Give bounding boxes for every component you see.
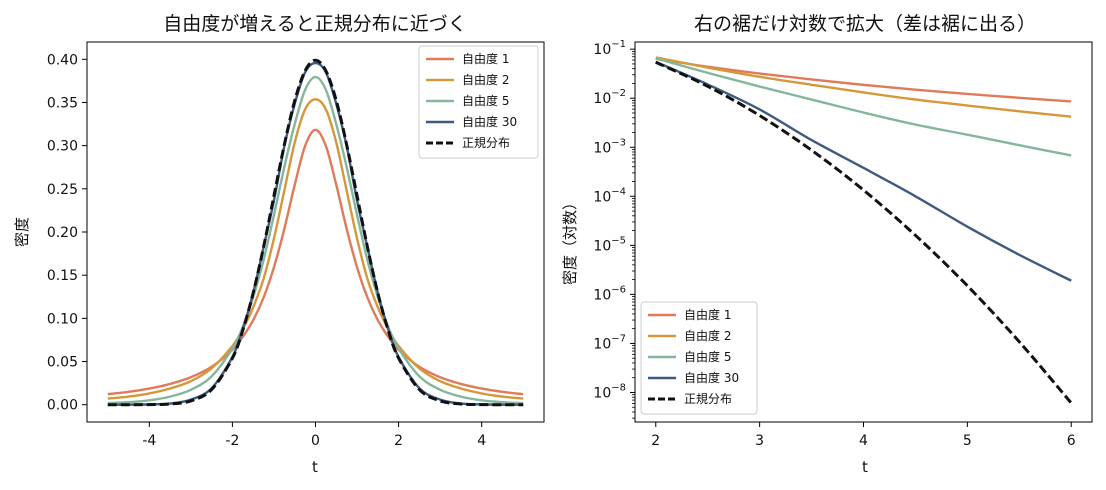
- y-tick-label: 10−5: [593, 235, 626, 254]
- legend-label: 正規分布: [684, 391, 732, 406]
- y-tick-label: 0.05: [47, 355, 78, 371]
- x-tick-label: -2: [225, 433, 239, 449]
- series-lines: [655, 56, 1073, 404]
- y-tick-label: 10−6: [593, 284, 626, 303]
- legend-frame: [418, 45, 539, 159]
- series-lines: [107, 58, 524, 407]
- x-tick-label: 4: [477, 433, 486, 449]
- y-tick-label: 0.30: [47, 139, 78, 155]
- legend-label: 自由度 2: [462, 72, 509, 87]
- x-tick-label: 0: [311, 433, 320, 449]
- x-tick-label: 4: [859, 433, 868, 449]
- x-tick-label: 2: [651, 433, 660, 449]
- y-tick-label: 10−1: [593, 39, 626, 58]
- chart-title: 自由度が増えると正規分布に近づく: [163, 13, 466, 35]
- y-tick-label: 10−3: [593, 137, 626, 156]
- y-tick-label: 10−8: [593, 382, 626, 401]
- y-axis-label: 密度（対数）: [561, 195, 579, 285]
- x-tick-label: -4: [142, 433, 156, 449]
- legend-label: 自由度 1: [684, 307, 731, 322]
- series-line: [107, 98, 524, 400]
- series-line: [655, 60, 1073, 404]
- axis-ticks: -4 -2 0 2 4 0.00 0.05 0.10 0.15 0.20 0.25 0.30 0.35 0…: [47, 52, 486, 449]
- chart-title: 右の裾だけ対数で拡大（差は裾に出る）: [694, 13, 1036, 35]
- legend-label: 自由度 2: [684, 328, 731, 343]
- y-tick-label: 10−7: [593, 333, 626, 352]
- log-tail-chart: 右の裾だけ対数で拡大（差は裾に出る） 2 3 4 5 6 10−1 10−2 10−3 10−4…: [561, 13, 1093, 476]
- series-line: [107, 75, 524, 405]
- x-tick-label: 3: [755, 433, 764, 449]
- legend: 自由度 1 自由度 2 自由度 5 自由度 30 正規分布: [418, 45, 539, 159]
- legend-label: 正規分布: [462, 135, 510, 150]
- linear-density-chart: 自由度が増えると正規分布に近づく -4 -2 0 2 4 0.00 0.05 0.10 0.15…: [13, 13, 545, 476]
- series-line: [655, 57, 1072, 157]
- legend-label: 自由度 30: [684, 370, 739, 385]
- x-tick-label: 2: [394, 433, 403, 449]
- y-tick-label: 0.20: [47, 225, 78, 241]
- series-line: [107, 128, 524, 396]
- legend-label: 自由度 5: [684, 349, 731, 364]
- series-line: [655, 60, 1072, 282]
- y-tick-label: 0.10: [47, 311, 78, 327]
- y-tick-label: 0.25: [47, 182, 78, 198]
- legend-label: 自由度 30: [462, 114, 517, 129]
- y-tick-label: 0.15: [47, 268, 78, 284]
- y-tick-label: 10−2: [593, 88, 626, 107]
- y-tick-label: 0.00: [47, 398, 78, 414]
- y-tick-label: 0.40: [47, 52, 78, 68]
- legend: 自由度 1 自由度 2 自由度 5 自由度 30 正規分布: [640, 301, 758, 415]
- x-tick-label: 6: [1067, 433, 1076, 449]
- y-tick-label: 10−4: [593, 186, 626, 205]
- y-axis-label: 密度: [13, 217, 31, 247]
- legend-label: 自由度 1: [462, 51, 509, 66]
- series-line: [655, 57, 1072, 103]
- x-axis-label: t: [862, 458, 868, 476]
- series-line: [107, 58, 524, 407]
- series-line: [655, 56, 1072, 118]
- x-axis-label: t: [312, 458, 318, 476]
- legend-frame: [640, 301, 758, 415]
- legend-label: 自由度 5: [462, 93, 509, 108]
- axis-ticks: 2 3 4 5 6 10−1 10−2 10−3 10−4 10−5 10−6 10−7 10−8: [593, 39, 1075, 449]
- y-tick-label: 0.35: [47, 95, 78, 111]
- x-tick-label: 5: [963, 433, 972, 449]
